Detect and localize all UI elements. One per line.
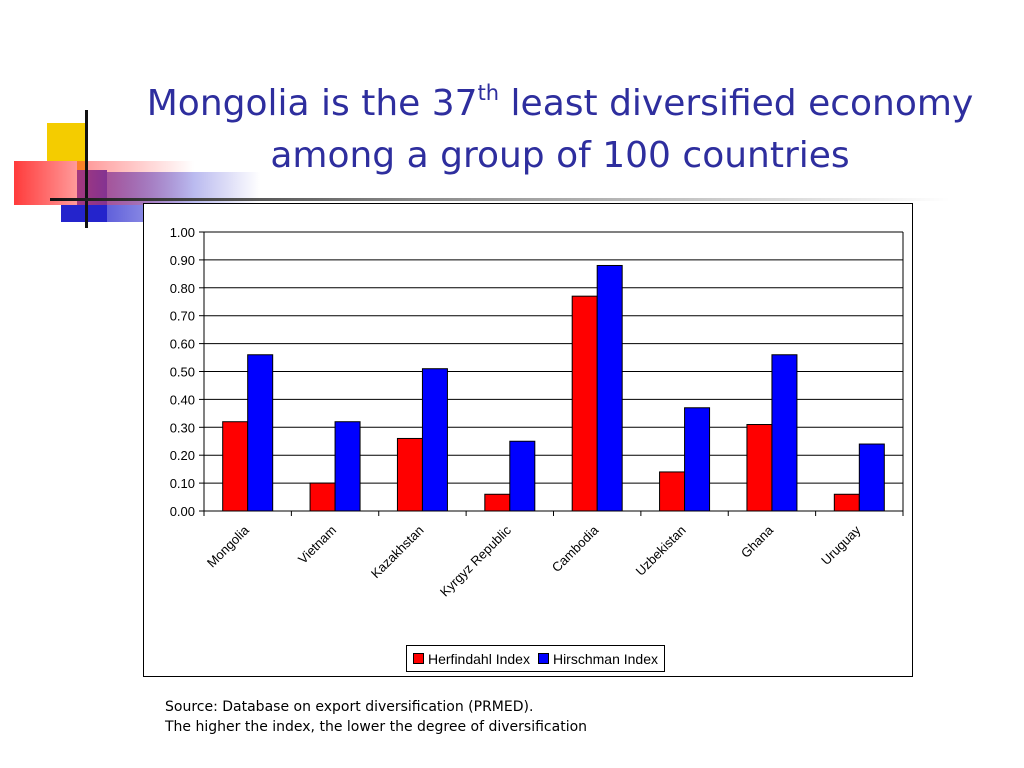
source-note: Source: Database on export diversificati… [165,697,587,737]
slide-title: Mongolia is the 37th least diversified e… [110,78,1010,182]
x-tick-label: Kyrgyz Republic [437,522,514,599]
x-tick-label: Mongolia [204,522,252,570]
bar-hirschman [596,264,623,512]
source-line: Source: Database on export diversificati… [165,699,534,715]
bar-hirschman [684,407,711,512]
bar-chart: 0.00 0.10 0.20 0.30 0.40 0.50 0.60 0.70 0.80 0.90… [170,225,904,600]
decor-horizontal-line [50,198,950,201]
bar-herfindahl [309,482,336,512]
y-tick-label: 0.70 [170,309,195,324]
x-tick-label: Vietnam [295,523,339,567]
decor-vertical-line [85,110,88,228]
bar-herfindahl [571,295,598,512]
y-tick-label: 0.00 [170,504,195,519]
bar-hirschman [858,443,885,512]
bar-herfindahl [833,493,860,512]
x-tick-label: Ghana [738,522,777,561]
chart-frame: 0.00 0.10 0.20 0.30 0.40 0.50 0.60 0.70 0.80 0.90… [143,203,913,677]
legend-label-hirschman: Hirschman Index [552,650,658,667]
chart-legend: Herfindahl Index Hirschman Index [406,645,665,672]
title-text-part2: least diversified economy among a group … [270,83,974,176]
x-tick-label: Cambodia [549,522,602,575]
decor-red-square [14,161,77,205]
y-tick-label: 0.50 [170,365,195,380]
x-tick-label: Uzbekistan [633,523,689,579]
bar-herfindahl [396,437,423,512]
bar-herfindahl [746,424,773,512]
legend-item-hirschman: Hirschman Index [537,650,658,667]
legend-item-herfindahl: Herfindahl Index [413,651,530,667]
bar-herfindahl [659,471,686,512]
legend-swatch-hirschman [537,653,549,664]
y-tick-label: 0.20 [170,448,195,463]
y-tick-label: 1.00 [170,225,195,240]
y-tick-label: 0.80 [170,281,195,296]
y-tick-label: 0.90 [170,253,195,268]
x-tick-label: Kazakhstan [368,523,427,582]
x-tick-label: Uruguay [818,522,864,568]
bar-hirschman [421,368,448,512]
y-tick-label: 0.40 [170,392,195,407]
source-explanation: The higher the index, the lower the degr… [165,719,588,735]
legend-swatch-herfindahl [413,653,424,664]
bar-hirschman [509,440,536,512]
bar-hirschman [334,421,361,512]
y-tick-label: 0.30 [170,420,195,435]
legend-label-herfindahl: Herfindahl Index [428,650,530,667]
bar-hirschman [247,354,274,512]
bar-herfindahl [484,493,511,512]
bar-hirschman [771,354,798,512]
title-superscript: th [477,81,500,105]
bar-herfindahl [222,421,249,512]
y-tick-label: 0.10 [170,476,195,491]
title-text-part1: Mongolia is the 37 [146,83,478,124]
y-tick-label: 0.60 [170,337,195,352]
